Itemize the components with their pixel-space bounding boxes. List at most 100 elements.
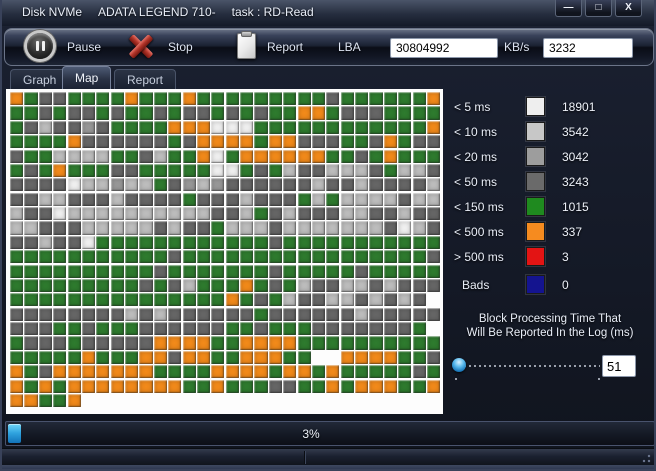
map-cell — [311, 250, 326, 264]
map-cell — [297, 163, 311, 178]
map-cell — [125, 221, 139, 235]
map-cell-empty — [427, 394, 440, 407]
lba-field[interactable] — [390, 38, 498, 58]
map-cell — [297, 178, 311, 192]
map-cell — [311, 163, 326, 178]
map-cell — [383, 379, 397, 393]
tab-graph[interactable]: Graph — [10, 69, 70, 89]
map-cell — [340, 264, 354, 278]
map-cell — [139, 178, 153, 192]
map-cell — [38, 120, 52, 134]
map-cell — [326, 106, 340, 120]
map-cell — [283, 221, 297, 235]
legend-label: > 500 ms — [454, 250, 504, 264]
map-cell — [153, 163, 167, 178]
report-button[interactable] — [237, 31, 256, 59]
stop-label[interactable]: Stop — [168, 40, 193, 54]
pause-button[interactable] — [27, 33, 53, 59]
map-cell — [67, 250, 81, 264]
map-cell — [182, 192, 196, 206]
map-cell — [153, 264, 167, 278]
map-cell — [398, 92, 412, 106]
map-cell — [67, 106, 81, 120]
map-cell — [110, 350, 124, 364]
maximize-button[interactable]: □ — [585, 0, 612, 17]
map-cell — [182, 379, 196, 393]
map-cell-empty — [197, 394, 210, 407]
threshold-slider-thumb[interactable] — [452, 358, 466, 372]
map-cell — [110, 221, 124, 235]
map-cell — [139, 336, 153, 350]
map-cell — [225, 307, 239, 321]
map-cell — [10, 135, 24, 149]
map-cell — [254, 120, 268, 134]
stop-button[interactable] — [127, 32, 155, 60]
map-cell — [168, 178, 182, 192]
map-cell — [96, 235, 110, 249]
map-cell — [225, 120, 239, 134]
map-cell — [125, 293, 139, 307]
map-cell — [38, 307, 52, 321]
map-cell — [153, 106, 167, 120]
map-cell — [196, 350, 211, 364]
map-cell — [10, 92, 24, 106]
map-cell — [383, 221, 397, 235]
map-cell — [426, 178, 441, 192]
threshold-slider-track[interactable] — [454, 365, 600, 367]
map-cell — [240, 307, 254, 321]
map-cell — [355, 163, 369, 178]
map-cell — [182, 207, 196, 221]
legend-label: < 20 ms — [454, 150, 498, 164]
map-cell — [153, 336, 167, 350]
map-cell — [355, 178, 369, 192]
map-cell — [153, 120, 167, 134]
map-cell — [10, 120, 24, 134]
map-cell — [110, 120, 124, 134]
legend-item: < 10 ms 3542 — [454, 122, 650, 142]
map-cell-empty — [369, 394, 382, 407]
map-cell — [182, 365, 196, 379]
map-cell — [225, 293, 239, 307]
map-cell — [139, 120, 153, 134]
resize-grip-icon[interactable] — [641, 453, 651, 463]
tab-report[interactable]: Report — [114, 69, 177, 89]
map-cell — [383, 92, 397, 106]
map-cell — [53, 192, 67, 206]
report-label[interactable]: Report — [267, 40, 304, 54]
map-cell — [139, 278, 153, 293]
map-cell — [10, 264, 24, 278]
map-cell — [153, 221, 167, 235]
map-cell — [67, 264, 81, 278]
map-cell — [225, 365, 239, 379]
map-cell — [398, 178, 412, 192]
pause-label[interactable]: Pause — [67, 40, 102, 54]
map-cell — [196, 336, 211, 350]
map-cell — [355, 264, 369, 278]
map-cell — [297, 322, 311, 336]
title-task: task : RD-Read — [231, 5, 314, 19]
map-cell-empty — [398, 394, 411, 407]
map-cell — [24, 307, 38, 321]
legend-count: 3 — [562, 250, 569, 264]
map-cell — [153, 207, 167, 221]
map-cell — [211, 221, 225, 235]
legend-item: < 500 ms 337 — [454, 222, 650, 242]
tab-map[interactable]: Map — [62, 66, 112, 89]
map-cell — [139, 365, 153, 379]
map-cell — [38, 178, 52, 192]
kbs-field[interactable] — [543, 38, 633, 58]
map-cell — [369, 221, 383, 235]
map-cell — [369, 149, 383, 163]
minimize-button[interactable]: — — [555, 0, 582, 17]
close-button[interactable]: X — [615, 0, 642, 17]
block-map-panel — [6, 89, 443, 414]
map-cell — [355, 365, 369, 379]
map-cell — [110, 365, 124, 379]
map-cell — [38, 221, 52, 235]
map-cell — [426, 250, 441, 264]
map-cell — [10, 336, 24, 350]
slider-caption-line1: Block Processing Time That — [478, 313, 622, 325]
map-cell — [10, 149, 24, 163]
threshold-value-field[interactable] — [602, 355, 636, 377]
map-cell — [211, 307, 225, 321]
